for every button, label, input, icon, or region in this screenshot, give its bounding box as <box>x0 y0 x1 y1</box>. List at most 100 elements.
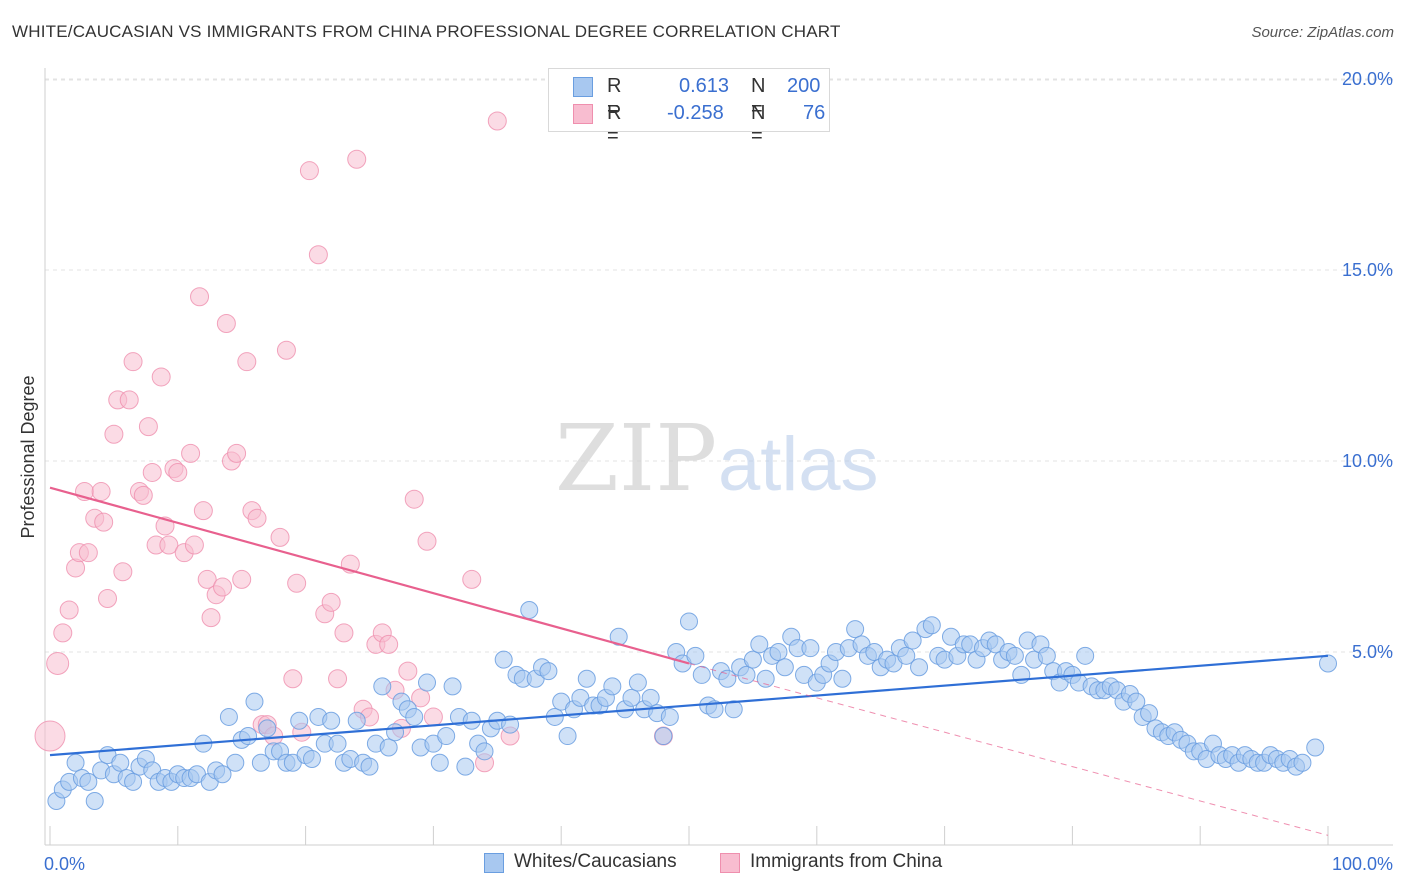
white-point <box>801 639 820 658</box>
legend-r-label: R = <box>607 102 622 147</box>
china-point <box>232 569 252 589</box>
white-point <box>846 620 865 639</box>
legend-n-label: N = <box>751 75 766 120</box>
white-point <box>622 688 641 707</box>
trend-lines <box>49 486 1329 836</box>
white-point <box>430 753 449 772</box>
white-point <box>903 631 922 650</box>
china-point <box>201 608 221 628</box>
china-point <box>227 443 247 463</box>
white-point <box>1037 646 1056 665</box>
china-point <box>398 661 418 681</box>
white-point <box>628 673 647 692</box>
white-point <box>443 677 462 696</box>
y-axis-label: Professional Degree <box>18 375 38 538</box>
china-point <box>417 531 437 551</box>
white-point <box>360 757 379 776</box>
china-point <box>34 720 66 752</box>
y-tick-label: 10.0% <box>1342 451 1393 471</box>
x-tick-label-max: 100.0% <box>1332 854 1393 874</box>
white-point <box>66 753 85 772</box>
white-point <box>1319 654 1337 673</box>
china-point <box>321 592 341 612</box>
china-point <box>104 424 124 444</box>
china-point <box>168 462 188 482</box>
china-point <box>247 508 267 528</box>
white-point <box>258 719 277 738</box>
x-tick-label-min: 0.0% <box>44 854 85 874</box>
white-point <box>775 658 794 677</box>
white-point <box>737 665 756 684</box>
china-point <box>193 501 213 521</box>
white-point <box>1306 738 1325 757</box>
white-point <box>769 643 788 661</box>
china-point <box>197 569 217 589</box>
china-point <box>46 651 70 675</box>
legend-label-whites: Whites/Caucasians <box>514 851 677 872</box>
china-point <box>123 352 143 372</box>
white-point <box>219 707 238 726</box>
white-point <box>1140 704 1159 723</box>
china-point <box>270 527 290 547</box>
china-point <box>379 634 399 654</box>
china-point <box>190 287 210 307</box>
china-point <box>91 482 111 502</box>
china-point <box>347 149 367 169</box>
china-point <box>283 669 303 689</box>
white-point <box>520 600 539 619</box>
legend-r-label: R = <box>607 75 622 120</box>
china-point <box>328 669 348 689</box>
white-point <box>226 753 245 772</box>
white-point <box>373 677 392 696</box>
white-point <box>85 791 104 810</box>
white-point <box>290 711 309 730</box>
white-point <box>462 711 481 730</box>
white-point <box>750 635 769 654</box>
white-point <box>577 669 596 688</box>
white-point <box>124 772 143 791</box>
white-point <box>686 646 705 665</box>
china-point <box>299 161 319 181</box>
tick-labels: 5.0% 10.0% 15.0% 20.0% 0.0% 100.0% <box>44 69 1393 874</box>
china-point <box>59 600 79 620</box>
white-point <box>251 753 270 772</box>
china-point <box>98 589 118 609</box>
watermark-atlas: atlas <box>718 422 879 507</box>
china-point <box>181 443 201 463</box>
watermark-zip: ZIP <box>555 405 717 512</box>
white-point <box>743 650 762 669</box>
white-point <box>79 772 98 791</box>
legend-swatch-pink <box>720 853 740 873</box>
white-point <box>213 765 232 784</box>
legend-n-value: 200 <box>787 75 821 97</box>
white-point <box>347 711 366 730</box>
china-point <box>133 485 153 505</box>
china-point <box>216 313 236 333</box>
china-point <box>142 462 162 482</box>
china-point <box>462 569 482 589</box>
white-point <box>833 669 852 688</box>
legend-swatch-pink <box>573 104 593 124</box>
white-point <box>692 665 711 684</box>
white-point <box>437 727 456 746</box>
white-point <box>910 658 929 677</box>
china-point <box>423 707 443 727</box>
whites-trend-line <box>49 654 1329 757</box>
blue-points <box>47 600 1337 810</box>
china-point <box>113 562 133 582</box>
china-point <box>151 367 171 387</box>
white-point <box>328 734 347 753</box>
white-point <box>456 757 475 776</box>
china-point <box>53 623 73 643</box>
legend-n-label: N = <box>751 102 766 147</box>
china-point <box>184 535 204 555</box>
white-point <box>705 700 724 719</box>
white-point <box>239 727 258 746</box>
china-point <box>276 340 296 360</box>
pink-points <box>34 111 673 773</box>
legend-swatch-blue <box>573 77 593 97</box>
china-point <box>334 623 354 643</box>
china-point <box>404 489 424 509</box>
white-point <box>322 711 341 730</box>
